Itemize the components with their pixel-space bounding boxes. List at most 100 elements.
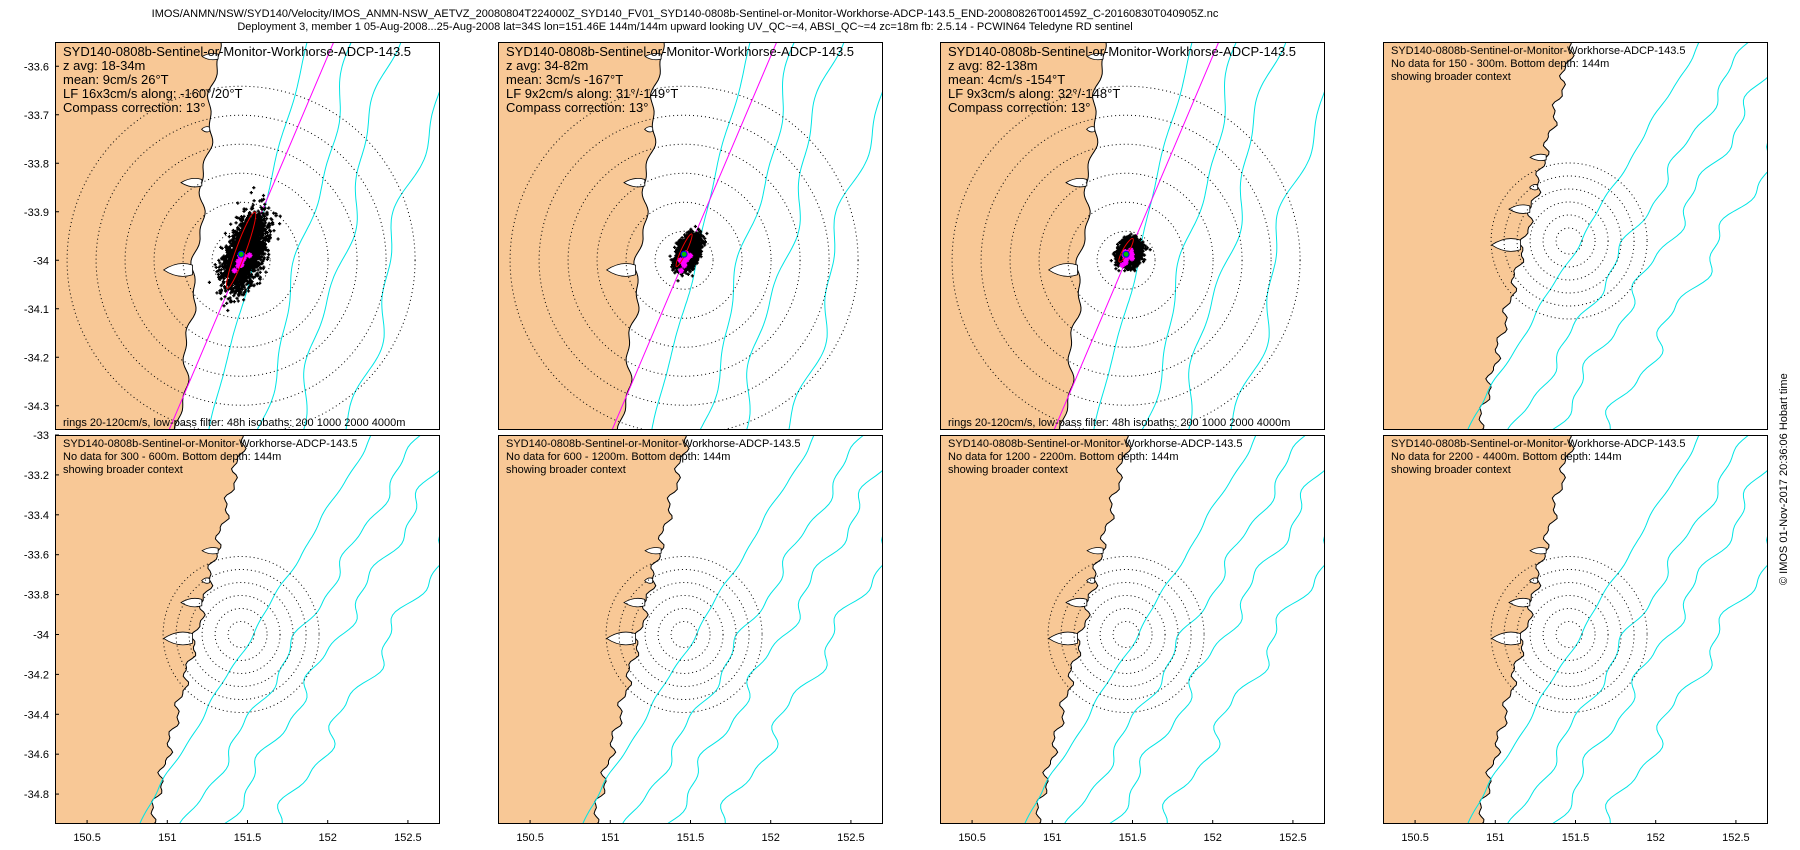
- velocity-ring: [182, 201, 300, 319]
- isobath-line: [256, 42, 352, 430]
- isobath-line: [1507, 435, 1750, 824]
- velocity-ring: [1490, 555, 1648, 713]
- panel-text-line: SYD140-0808b-Sentinel-or-Monitor-Workhor…: [1391, 438, 1685, 450]
- panel-text-line: Compass correction: 13°: [63, 100, 205, 115]
- estuary: [201, 577, 211, 584]
- figure-title: IMOS/ANMN/NSW/SYD140/Velocity/IMOS_ANMN-…: [151, 8, 1219, 20]
- panel-footer: rings 20-120cm/s, low-pass filter: 48h i…: [948, 417, 1290, 429]
- y-tick-label: -34.6: [24, 749, 49, 761]
- isobath-line: [1551, 76, 1768, 430]
- y-tick-label: -33.2: [24, 470, 49, 482]
- y-tick-label: -34.2: [24, 669, 49, 681]
- panel-text-line: mean: 4cm/s -154°T: [948, 72, 1065, 87]
- panel-text-line: SYD140-0808b-Sentinel-or-Monitor-Workhor…: [506, 44, 854, 59]
- isobath-line: [1064, 435, 1307, 824]
- velocity-ring: [201, 594, 281, 674]
- map-frame: [1383, 42, 1768, 430]
- x-tick-label: 150.5: [516, 832, 544, 844]
- estuary: [1529, 153, 1547, 162]
- panel-text-line: No data for 300 - 600m. Bottom depth: 14…: [63, 451, 281, 463]
- y-tick-label: -34.4: [24, 709, 49, 721]
- velocity-ring: [625, 201, 743, 319]
- map-frame: [498, 42, 883, 430]
- estuary: [605, 263, 636, 277]
- isobath-line: [277, 534, 440, 824]
- y-tick-label: -34: [33, 255, 49, 267]
- estuary: [1086, 52, 1104, 61]
- x-tick-label: 151: [1486, 832, 1504, 844]
- estuary: [1508, 204, 1531, 214]
- x-tick-label: 151: [158, 832, 176, 844]
- isobath-line: [1141, 42, 1237, 430]
- panel-text-line: No data for 600 - 1200m. Bottom depth: 1…: [506, 451, 730, 463]
- isobath-line: [1467, 42, 1700, 430]
- velocity-ring: [1096, 230, 1156, 290]
- estuary: [1086, 577, 1096, 584]
- panel-text-line: LF 16x3cm/s along: -160°/20°T: [63, 86, 243, 101]
- land-area: [1383, 435, 1575, 824]
- velocity-ring: [162, 555, 320, 713]
- isobath-line: [303, 42, 402, 430]
- isobath-line: [699, 42, 795, 430]
- panel-text-line: LF 9x3cm/s along: 32°/-148°T: [948, 86, 1120, 101]
- y-tick-label: -33: [33, 430, 49, 442]
- velocity-ring: [1073, 581, 1179, 687]
- velocity-ring: [631, 581, 737, 687]
- isobath-line: [788, 42, 883, 430]
- panel-text-line: showing broader context: [1391, 464, 1511, 476]
- panel-text-line: mean: 3cm/s -167°T: [506, 72, 623, 87]
- isobath-line: [1467, 435, 1700, 824]
- daily-mean-marker: [1123, 257, 1130, 264]
- velocity-ring: [1529, 594, 1609, 674]
- velocity-ring: [657, 607, 711, 661]
- isobath-line: [1093, 42, 1193, 430]
- mean-vector-marker: [1122, 250, 1130, 258]
- estuary: [644, 52, 662, 61]
- panel-text-line: showing broader context: [63, 464, 183, 476]
- y-tick-label: -34.3: [24, 401, 49, 413]
- panel-text-line: Compass correction: 13°: [948, 100, 1090, 115]
- estuary: [1529, 577, 1539, 584]
- isobath-line: [720, 534, 883, 824]
- land-area: [940, 435, 1132, 824]
- panel-footer: rings 20-120cm/s, low-pass filter: 48h i…: [63, 417, 405, 429]
- daily-mean-marker: [677, 257, 684, 264]
- estuary: [1086, 547, 1104, 555]
- x-tick-label: 150.5: [1401, 832, 1429, 844]
- map-frame: [940, 42, 1325, 430]
- x-tick-label: 151.5: [1119, 832, 1147, 844]
- y-tick-label: -34.1: [24, 304, 49, 316]
- estuary: [1047, 263, 1078, 277]
- panel-text-line: showing broader context: [948, 464, 1068, 476]
- velocity-ring: [980, 114, 1272, 406]
- panel-text-line: mean: 9cm/s 26°T: [63, 72, 169, 87]
- velocity-ring: [1490, 162, 1648, 320]
- isobath-line: [1507, 42, 1750, 430]
- velocity-ring: [1086, 594, 1166, 674]
- y-tick-label: -34.2: [24, 352, 49, 364]
- daily-mean-marker: [681, 262, 688, 269]
- panel-text-line: No data for 1200 - 2200m. Bottom depth: …: [948, 451, 1179, 463]
- x-tick-label: 152: [1647, 832, 1665, 844]
- land-area: [55, 435, 247, 824]
- velocity-ring: [1060, 568, 1192, 700]
- isobath-line: [1162, 534, 1325, 824]
- estuary: [1508, 597, 1531, 608]
- x-tick-label: 151: [601, 832, 619, 844]
- panel-text-line: SYD140-0808b-Sentinel-or-Monitor-Workhor…: [948, 438, 1242, 450]
- map-panel-p3: SYD140-0808b-Sentinel-or-Monitor-Workhor…: [940, 42, 1325, 430]
- estuary: [180, 597, 203, 608]
- isobath-line: [179, 435, 422, 824]
- velocity-ring: [538, 114, 830, 406]
- panel-text-line: SYD140-0808b-Sentinel-or-Monitor-Workhor…: [948, 44, 1296, 59]
- isobath-line: [1605, 534, 1768, 824]
- velocity-ring: [1038, 172, 1214, 348]
- velocity-ring: [1516, 188, 1622, 294]
- isobath-line: [1108, 469, 1325, 824]
- map-panel-p6: SYD140-0808b-Sentinel-or-Monitor-Workhor…: [498, 435, 883, 844]
- velocity-ring: [670, 620, 698, 648]
- panel-text-line: SYD140-0808b-Sentinel-or-Monitor-Workhor…: [506, 438, 800, 450]
- y-tick-label: -33.8: [24, 590, 49, 602]
- panel-text-line: showing broader context: [1391, 71, 1511, 83]
- velocity-ring: [1516, 581, 1622, 687]
